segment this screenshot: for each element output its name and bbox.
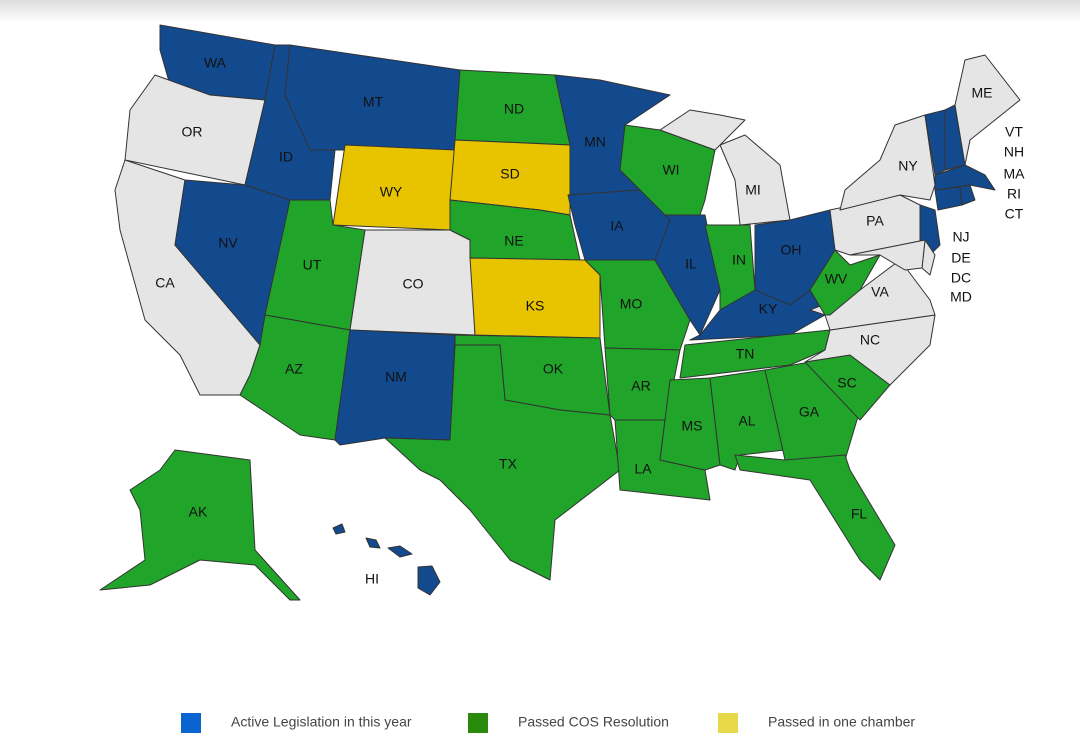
state-label: GA xyxy=(799,404,820,420)
state-shape xyxy=(387,545,413,558)
state-label: UT xyxy=(303,257,322,273)
state-label: MN xyxy=(584,134,606,150)
state-shape xyxy=(809,249,881,316)
state-label: NM xyxy=(385,369,407,385)
state-label: AK xyxy=(189,504,208,520)
state-label: ME xyxy=(972,85,993,101)
state-label: CO xyxy=(403,276,424,292)
state-shape xyxy=(959,184,976,206)
state-label: AZ xyxy=(285,361,303,377)
state-label: IN xyxy=(732,252,746,268)
state-label: ID xyxy=(279,149,293,165)
state-shape xyxy=(719,134,791,226)
state-shape xyxy=(934,186,963,211)
state-label: TX xyxy=(499,456,518,472)
legend-label: Active Legislation in this year xyxy=(231,714,412,730)
state-label: OH xyxy=(781,242,802,258)
state-label: FL xyxy=(851,506,868,522)
legend-swatch xyxy=(718,713,738,733)
top-shadow xyxy=(0,0,1080,22)
state-label: WA xyxy=(204,55,227,71)
state-label: HI xyxy=(365,571,379,587)
state-shape xyxy=(679,329,831,379)
state-label: OK xyxy=(543,361,564,377)
state-shape xyxy=(804,314,936,386)
legend-label: Passed in one chamber xyxy=(768,714,915,730)
state-label: DE xyxy=(951,250,970,266)
state-label: PA xyxy=(866,213,884,229)
state-shape xyxy=(99,449,301,601)
state-label: MA xyxy=(1004,166,1026,182)
state-label: RI xyxy=(1007,186,1021,202)
state-label: VT xyxy=(1005,124,1023,140)
state-shape xyxy=(365,537,381,549)
state-label: NY xyxy=(898,158,918,174)
state-shape xyxy=(764,361,861,461)
state-label: DC xyxy=(951,270,971,286)
legend-swatch xyxy=(181,713,201,733)
state-shape xyxy=(384,344,621,581)
state-label: NC xyxy=(860,332,880,348)
legend-label: Passed COS Resolution xyxy=(518,714,669,730)
state-label: SD xyxy=(500,166,519,182)
state-shape xyxy=(659,109,746,151)
state-label: TN xyxy=(736,346,755,362)
state-shape xyxy=(809,259,936,331)
state-shape xyxy=(417,565,441,596)
state-label: NE xyxy=(504,233,523,249)
state-label: WI xyxy=(662,162,679,178)
state-shape xyxy=(839,114,936,211)
state-label: CA xyxy=(155,275,175,291)
state-label: SC xyxy=(837,375,856,391)
state-shape xyxy=(334,329,456,446)
state-label: MT xyxy=(363,94,384,110)
state-label: IL xyxy=(685,256,697,272)
legend-swatch xyxy=(468,713,488,733)
state-label: MS xyxy=(682,418,703,434)
state-label: CT xyxy=(1005,206,1024,222)
state-shape xyxy=(849,239,926,271)
state-label: VA xyxy=(871,284,889,300)
state-label: MI xyxy=(745,182,761,198)
state-label: OR xyxy=(182,124,203,140)
state-label: AL xyxy=(738,413,755,429)
state-label: LA xyxy=(634,461,652,477)
state-shape xyxy=(734,454,896,581)
state-label: MD xyxy=(950,289,972,305)
state-label: ND xyxy=(504,101,524,117)
state-label: NV xyxy=(218,235,238,251)
state-label: KY xyxy=(759,301,778,317)
state-label: WV xyxy=(825,271,848,287)
state-label: NH xyxy=(1004,144,1024,160)
state-label: AR xyxy=(631,378,650,394)
state-shape xyxy=(332,523,346,535)
state-label: NJ xyxy=(952,229,969,245)
state-label: MO xyxy=(620,296,643,312)
state-label: IA xyxy=(610,218,624,234)
state-label: WY xyxy=(380,184,403,200)
state-label: KS xyxy=(526,298,545,314)
state-shape xyxy=(469,257,601,339)
